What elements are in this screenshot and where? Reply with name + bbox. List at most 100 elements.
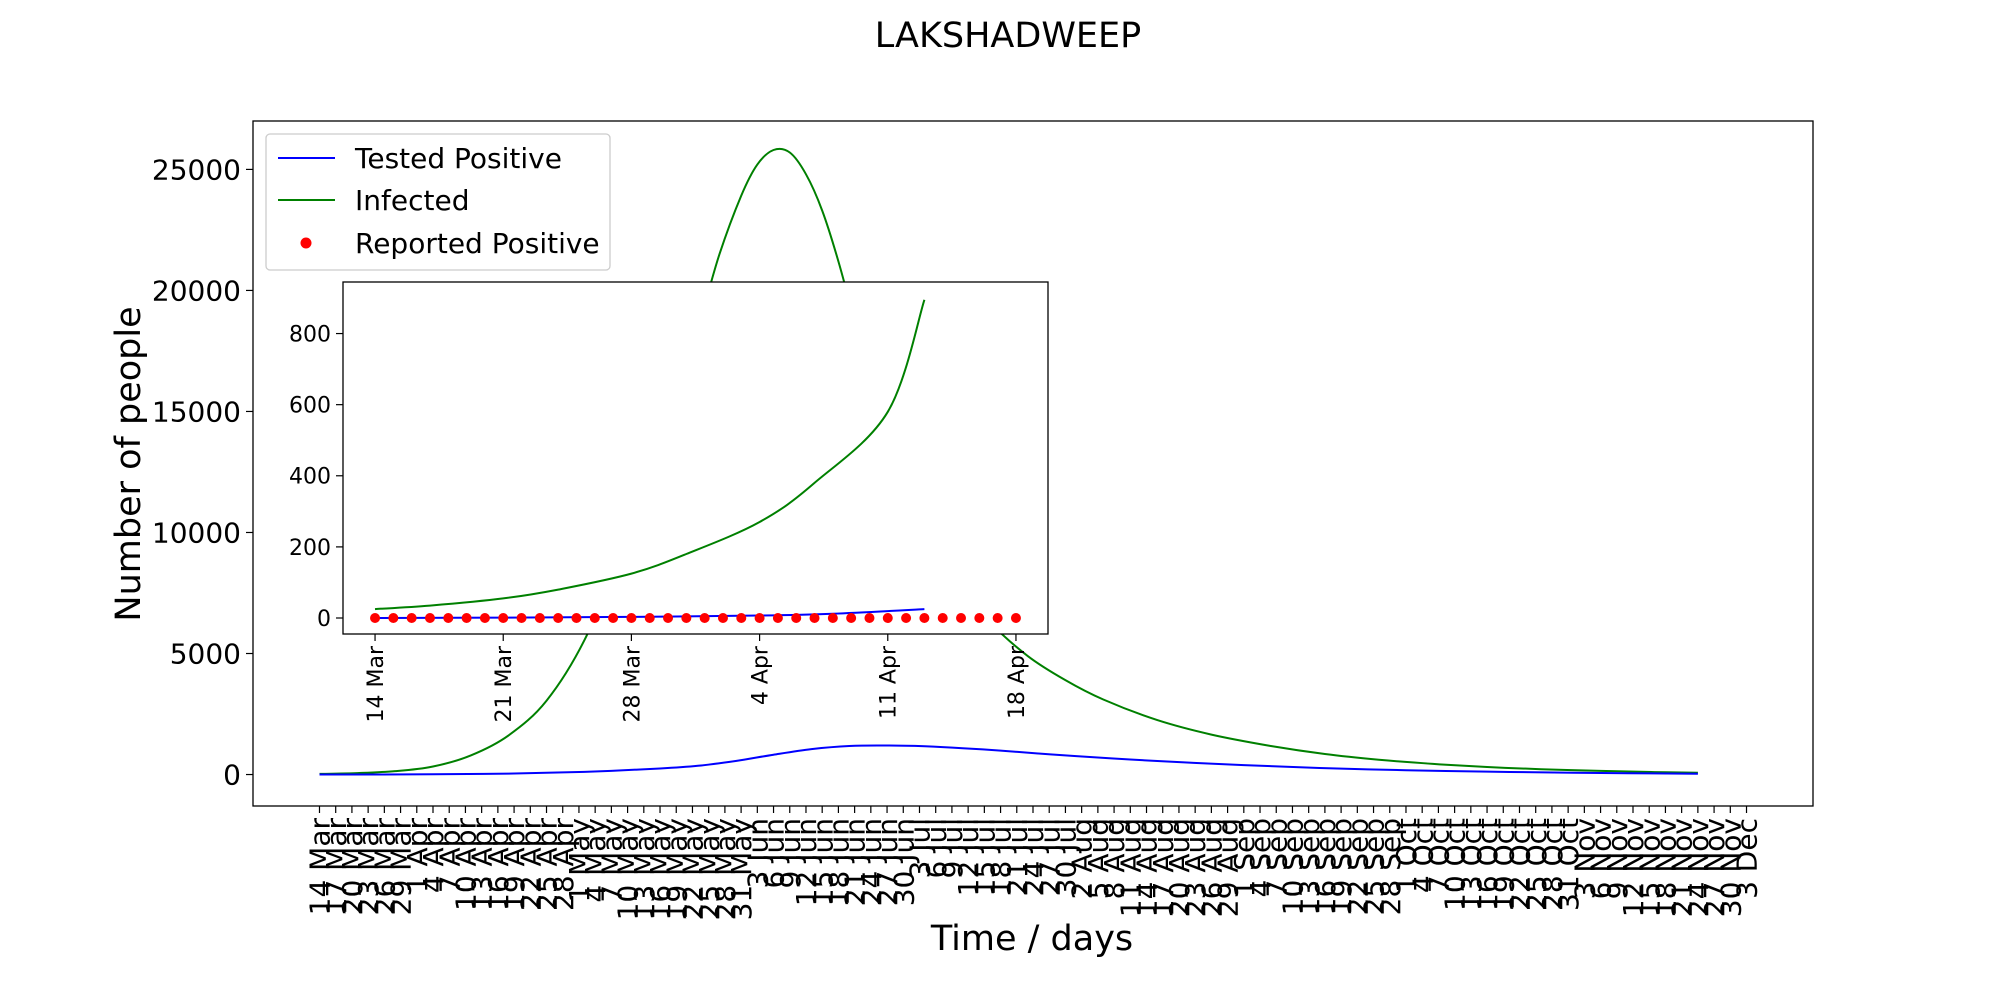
reported-positive-point (388, 613, 399, 623)
y-axis-label: Number of people (109, 306, 149, 621)
x-tick-label: 19 Apr (498, 818, 531, 911)
x-tick-label: 6 Nov (1585, 818, 1618, 899)
x-tick-label: 17 Aug (1147, 818, 1180, 917)
reported-positive-point (772, 613, 783, 623)
inset-x-ticks: 14 Mar 21 Mar 28 Mar 4 Apr 11 Apr 18 Apr (364, 634, 1030, 723)
x-tick-label: 3 Jul (904, 818, 937, 879)
reported-positive-point (424, 613, 435, 623)
legend: Tested Positive Infected Reported Positi… (265, 133, 611, 271)
x-tick-label: 25 May (693, 818, 726, 920)
reported-positive-point (717, 613, 728, 623)
x-tick-label: 31 Oct (1552, 818, 1585, 911)
y-tick-label: 20000 (152, 275, 241, 308)
x-tick-label: 19 Sep (1325, 818, 1358, 915)
x-tick-label: 24 Nov (1682, 818, 1715, 917)
reported-positive-point (791, 613, 802, 623)
x-tick-label: 15 Jul (968, 818, 1001, 896)
x-tick-label: 30 Jun (887, 818, 920, 906)
x-tick-label: 5 Aug (1082, 818, 1115, 899)
reported-positive-point (516, 613, 527, 623)
x-tick-label: 14 Aug (1131, 818, 1164, 917)
x-tick-label: 7 Sep (1260, 818, 1293, 898)
legend-label-reported-positive: Reported Positive (355, 227, 600, 260)
x-tick-label: 27 Jul (1033, 818, 1066, 896)
reported-positive-point (974, 613, 985, 623)
x-tick-label: 4 Apr (417, 818, 450, 894)
reported-positive-point (626, 613, 637, 623)
x-tick-label: 10 Apr (450, 818, 483, 911)
reported-positive-point (956, 613, 967, 623)
legend-swatch-reported-positive (300, 237, 312, 249)
x-tick-label: 29 Mar (385, 818, 418, 916)
x-tick-label: 2 Aug (1066, 818, 1099, 899)
y-tick-label: 10000 (152, 517, 241, 550)
x-tick-label: 10 Oct (1439, 818, 1472, 911)
x-tick-label: 10 Sep (1277, 818, 1310, 915)
x-tick-label: 14 Mar (364, 645, 389, 722)
x-tick-label: 29 Aug (1212, 818, 1245, 917)
x-tick-label: 24 Jun (855, 818, 888, 906)
x-tick-label: 10 May (612, 818, 645, 920)
x-tick-label: 6 Jul (920, 818, 953, 879)
x-tick-label: 20 Mar (336, 818, 369, 916)
x-tick-label: 19 May (660, 818, 693, 920)
x-tick-label: 11 Aug (1114, 818, 1147, 917)
x-tick-label: 30 Jul (1050, 818, 1083, 896)
x-tick-label: 13 May (628, 818, 661, 920)
x-tick-label: 14 Mar (304, 818, 337, 916)
x-tick-label: 24 Jul (1017, 818, 1050, 896)
x-tick-label: 30 Nov (1714, 818, 1747, 917)
y-tick-label: 400 (289, 465, 331, 490)
y-tick-label: 0 (223, 759, 241, 792)
inset-plot-frame (342, 281, 1049, 635)
reported-positive-point (534, 613, 545, 623)
x-tick-label: 22 Apr (514, 818, 547, 911)
x-tick-label: 4 Apr (749, 645, 774, 705)
reported-positive-point (882, 613, 893, 623)
x-tick-label: 12 Jul (952, 818, 985, 896)
reported-positive-point (1010, 613, 1021, 623)
series-line-tested-positive (319, 744, 1698, 776)
y-tick-label: 800 (289, 322, 331, 347)
x-tick-label: 1 Sep (1228, 818, 1261, 898)
reported-positive-point (461, 613, 472, 623)
reported-positive-point (553, 613, 564, 623)
x-tick-label: 21 Mar (492, 645, 517, 722)
x-tick-label: 7 Apr (433, 818, 466, 894)
x-tick-label: 9 Jun (774, 818, 807, 888)
y-tick-label: 600 (289, 394, 331, 419)
x-tick-label: 9 Jul (936, 818, 969, 879)
x-tick-label: 17 Mar (320, 818, 353, 916)
inset-y-ticks: 0 200 400 600 800 (289, 322, 343, 632)
x-tick-label: 3 Dec (1731, 818, 1764, 899)
inset-series-group (370, 299, 1021, 623)
reported-positive-point (919, 613, 930, 623)
legend-label-infected: Infected (355, 184, 469, 217)
x-tick-label: 11 Apr (877, 645, 902, 719)
x-tick-label: 25 Oct (1520, 818, 1553, 911)
reported-positive-point (901, 613, 912, 623)
y-tick-label: 200 (289, 536, 331, 561)
x-tick-label: 27 Jun (871, 818, 904, 906)
x-tick-label: 12 Jun (790, 818, 823, 906)
x-tick-label: 16 May (644, 818, 677, 920)
reported-positive-point (443, 613, 454, 623)
x-tick-label: 4 Oct (1406, 818, 1439, 893)
reported-positive-point (846, 613, 857, 623)
x-tick-label: 28 Mar (620, 645, 645, 722)
x-tick-label: 15 Jun (806, 818, 839, 906)
x-axis-label: Time / days (930, 919, 1133, 959)
x-tick-label: 13 Oct (1455, 818, 1488, 911)
x-tick-label: 6 Jun (758, 818, 791, 888)
x-tick-label: 13 Apr (466, 818, 499, 911)
x-tick-label: 28 Apr (547, 818, 580, 911)
x-tick-label: 1 Oct (1390, 818, 1423, 893)
reported-positive-point (992, 613, 1003, 623)
x-tick-label: 16 Apr (482, 818, 515, 911)
x-tick-label: 13 Sep (1293, 818, 1326, 915)
series-line-infected (374, 299, 926, 611)
reported-positive-point (406, 613, 417, 623)
reported-positive-point (864, 613, 875, 623)
x-tick-label: 19 Oct (1487, 818, 1520, 911)
